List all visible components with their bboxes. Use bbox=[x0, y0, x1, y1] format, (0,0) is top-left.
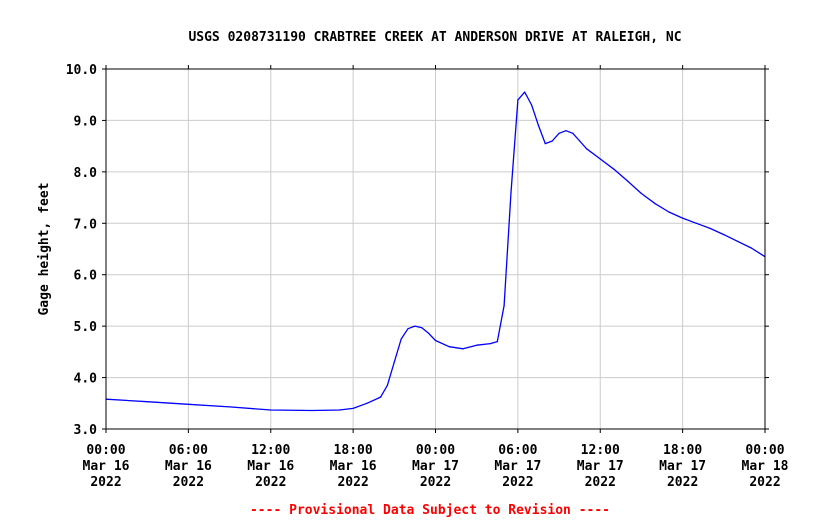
y-tick-label: 4.0 bbox=[74, 372, 98, 387]
data-point bbox=[379, 396, 382, 398]
data-point bbox=[668, 211, 670, 213]
data-point bbox=[558, 132, 560, 134]
x-tick-label: 2022 bbox=[749, 475, 780, 490]
data-point bbox=[537, 124, 540, 127]
chart-title: USGS 0208731190 CRABTREE CREEK AT ANDERS… bbox=[188, 30, 682, 45]
x-tick-label: Mar 18 bbox=[742, 459, 789, 474]
x-tick-label: Mar 17 bbox=[494, 459, 541, 474]
x-tick-label: Mar 17 bbox=[577, 459, 624, 474]
x-tick-label: 2022 bbox=[502, 475, 533, 490]
data-point bbox=[579, 140, 581, 142]
data-point bbox=[146, 401, 148, 403]
data-point bbox=[599, 158, 601, 160]
x-tick-label: 06:00 bbox=[498, 443, 537, 458]
data-point bbox=[352, 407, 354, 410]
x-tick-label: 00:00 bbox=[416, 443, 455, 458]
data-point bbox=[524, 91, 526, 93]
x-tick-label: 18:00 bbox=[663, 443, 702, 458]
y-axis-label: Gage height, feet bbox=[37, 182, 52, 315]
data-point bbox=[228, 406, 231, 408]
x-tick-label: 2022 bbox=[173, 475, 204, 490]
data-point bbox=[682, 217, 684, 219]
data-point bbox=[544, 142, 546, 145]
data-point bbox=[366, 402, 368, 404]
data-point bbox=[414, 325, 416, 327]
x-tick-label: 12:00 bbox=[581, 443, 620, 458]
y-tick-label: 8.0 bbox=[74, 166, 98, 181]
series-group bbox=[105, 91, 766, 412]
x-tick-label: 2022 bbox=[420, 475, 451, 490]
data-point bbox=[503, 304, 505, 307]
data-point bbox=[311, 409, 313, 412]
data-point bbox=[551, 140, 553, 142]
y-tick-label: 10.0 bbox=[66, 63, 97, 78]
data-point bbox=[421, 327, 423, 329]
x-tick-label: 2022 bbox=[337, 475, 368, 490]
y-tick-label: 7.0 bbox=[74, 217, 98, 232]
grid bbox=[105, 68, 766, 430]
x-tick-label: 2022 bbox=[255, 475, 286, 490]
data-point bbox=[407, 328, 409, 330]
x-tick-label: 2022 bbox=[667, 475, 698, 490]
data-point bbox=[585, 148, 588, 150]
x-tick-label: Mar 16 bbox=[330, 459, 377, 474]
y-tick-label: 3.0 bbox=[74, 423, 98, 438]
data-point bbox=[400, 338, 402, 340]
y-tick-label: 9.0 bbox=[74, 114, 98, 129]
provisional-data-note: ---- Provisional Data Subject to Revisio… bbox=[249, 503, 611, 518]
x-tick-label: Mar 16 bbox=[247, 459, 294, 474]
data-point bbox=[695, 222, 697, 224]
data-point bbox=[723, 234, 725, 236]
x-tick-label: 00:00 bbox=[745, 443, 784, 458]
data-point bbox=[709, 227, 711, 230]
x-tick-label: 2022 bbox=[585, 475, 616, 490]
data-point bbox=[393, 361, 395, 363]
plot-frame bbox=[105, 68, 766, 430]
x-tick-label: Mar 16 bbox=[83, 459, 130, 474]
data-point bbox=[510, 191, 512, 194]
x-tick-label: Mar 16 bbox=[165, 459, 212, 474]
x-tick-label: 18:00 bbox=[334, 443, 373, 458]
data-point bbox=[627, 180, 629, 182]
data-point bbox=[187, 403, 189, 405]
data-point bbox=[448, 346, 450, 348]
data-point bbox=[489, 343, 492, 345]
data-point bbox=[386, 384, 389, 386]
data-point bbox=[428, 332, 430, 334]
data-point bbox=[750, 247, 752, 249]
data-point bbox=[462, 348, 464, 350]
x-tick-label: 2022 bbox=[90, 475, 121, 490]
data-point bbox=[270, 409, 272, 411]
y-tick-label: 5.0 bbox=[74, 320, 98, 335]
data-point bbox=[572, 132, 574, 134]
data-point bbox=[654, 203, 656, 205]
data-point bbox=[434, 339, 437, 342]
data-point bbox=[565, 130, 567, 132]
data-point bbox=[531, 104, 533, 106]
data-point bbox=[613, 168, 615, 170]
data-point bbox=[517, 99, 519, 101]
data-point bbox=[736, 240, 739, 242]
data-point bbox=[338, 409, 340, 411]
x-tick-label: Mar 17 bbox=[412, 459, 459, 474]
data-point bbox=[476, 344, 478, 346]
x-tick-label: 12:00 bbox=[251, 443, 290, 458]
x-tick-label: 06:00 bbox=[169, 443, 208, 458]
y-tick-label: 6.0 bbox=[74, 269, 98, 284]
y-axis-ticks: 3.0 4.0 5.0 6.0 7.0 8.0 9.0 10.0 bbox=[66, 63, 769, 438]
x-tick-label: Mar 17 bbox=[659, 459, 706, 474]
data-point bbox=[496, 340, 498, 343]
x-tick-label: 00:00 bbox=[86, 443, 125, 458]
data-point bbox=[640, 192, 643, 195]
